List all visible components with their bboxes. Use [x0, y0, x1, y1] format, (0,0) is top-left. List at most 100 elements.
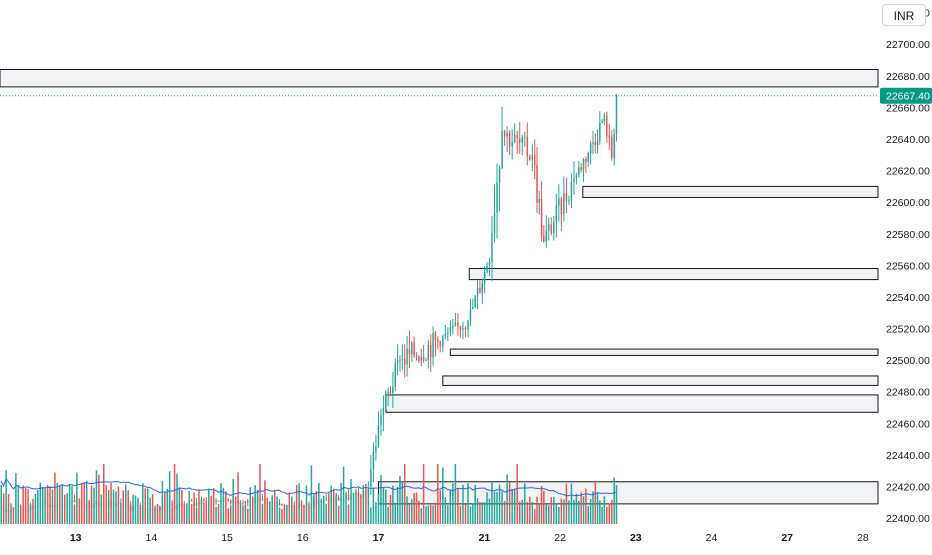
volume-bar — [387, 506, 389, 524]
candle-body — [100, 503, 103, 506]
x-tick-label: 16 — [297, 532, 309, 544]
volume-bar — [234, 501, 237, 524]
currency-selector-button[interactable]: INR — [882, 4, 926, 26]
candle-body — [444, 333, 447, 337]
candle-body — [498, 168, 501, 183]
volume-bar — [308, 507, 310, 524]
volume-bar — [476, 498, 479, 524]
candle-body — [2, 506, 5, 511]
candle-body — [437, 340, 439, 342]
candle-body — [411, 342, 413, 355]
volume-bar — [137, 497, 139, 524]
candle-body — [247, 501, 249, 503]
candle-body — [558, 197, 560, 206]
volume-bar — [491, 482, 493, 524]
candle-body — [227, 499, 230, 501]
volume-bar — [362, 485, 365, 524]
candle-body — [183, 504, 186, 507]
candle-body — [543, 236, 545, 242]
volume-bar — [168, 471, 171, 524]
candle-body — [117, 503, 120, 505]
volume-bar — [536, 496, 538, 524]
candle-body — [439, 341, 442, 347]
candle-body — [367, 487, 370, 495]
volume-bar — [570, 483, 573, 524]
volume-bar — [474, 485, 476, 524]
candle-body — [5, 510, 7, 512]
y-tick-label: 22600.00 — [886, 197, 930, 209]
volume-bar — [418, 500, 420, 524]
volume-bar — [249, 487, 252, 524]
candle-body — [452, 326, 454, 328]
candle-body — [41, 503, 44, 505]
volume-bar — [32, 498, 34, 524]
volume-bar — [271, 495, 273, 524]
volume-bar — [606, 506, 608, 524]
candle-body — [166, 507, 168, 510]
volume-ma-line — [0, 477, 617, 497]
candle-body — [555, 205, 558, 223]
candle-body — [273, 501, 276, 507]
candle-body — [151, 508, 154, 512]
candle-body — [553, 222, 555, 234]
y-tick-label: 22640.00 — [886, 134, 930, 146]
candle-body — [422, 356, 425, 361]
x-tick-label: 13 — [70, 532, 82, 544]
zone-rect — [468, 268, 879, 281]
volume-bar — [560, 498, 563, 524]
volume-bar — [357, 494, 360, 524]
candle-body — [380, 415, 382, 426]
candle-body — [20, 505, 22, 509]
volume-bar — [244, 505, 247, 524]
volume-bar — [449, 489, 452, 524]
volume-bar — [129, 504, 132, 524]
candle-body — [536, 165, 538, 203]
volume-bar — [427, 505, 430, 524]
volume-bar — [286, 504, 288, 524]
candle-body — [355, 492, 357, 495]
volume-bar — [332, 488, 335, 524]
candle-body — [29, 505, 32, 511]
x-tick-label: 14 — [146, 532, 158, 544]
volume-bar — [183, 503, 186, 524]
candle-body — [596, 140, 599, 146]
candle-body — [335, 497, 337, 502]
x-tick-label: 22 — [554, 532, 566, 544]
volume-bar — [39, 482, 42, 524]
zone-rect — [449, 348, 879, 356]
candle-body — [587, 153, 590, 162]
candle-body — [538, 198, 541, 203]
volume-bar — [54, 472, 56, 524]
candle-body — [608, 136, 611, 138]
candle-body — [318, 503, 320, 505]
volume-bar — [227, 508, 230, 524]
candle-body — [585, 159, 587, 162]
candle-body — [615, 95, 618, 135]
candle-body — [524, 136, 526, 138]
candle-body — [154, 506, 156, 512]
candle-body — [276, 505, 278, 507]
candle-body — [251, 500, 254, 504]
y-tick-label: 22460.00 — [886, 418, 930, 430]
candle-body — [420, 356, 423, 361]
zones-layer — [0, 69, 879, 505]
volume-bar — [5, 470, 7, 524]
candle-body — [212, 500, 215, 502]
candle-body — [76, 498, 78, 503]
volume-bar — [529, 496, 531, 524]
candle-body — [308, 503, 310, 508]
volume-bar — [501, 491, 503, 524]
volume-bar — [261, 503, 264, 524]
volume-bar — [254, 485, 256, 524]
candle-body — [529, 156, 531, 160]
candle-body — [229, 500, 232, 504]
candle-body — [254, 498, 256, 504]
volume-bar — [573, 499, 575, 524]
candle-body — [288, 505, 291, 507]
volume-bar — [444, 497, 447, 524]
candle-body — [320, 500, 323, 504]
candle-body — [283, 505, 286, 508]
candle-body — [427, 344, 430, 360]
